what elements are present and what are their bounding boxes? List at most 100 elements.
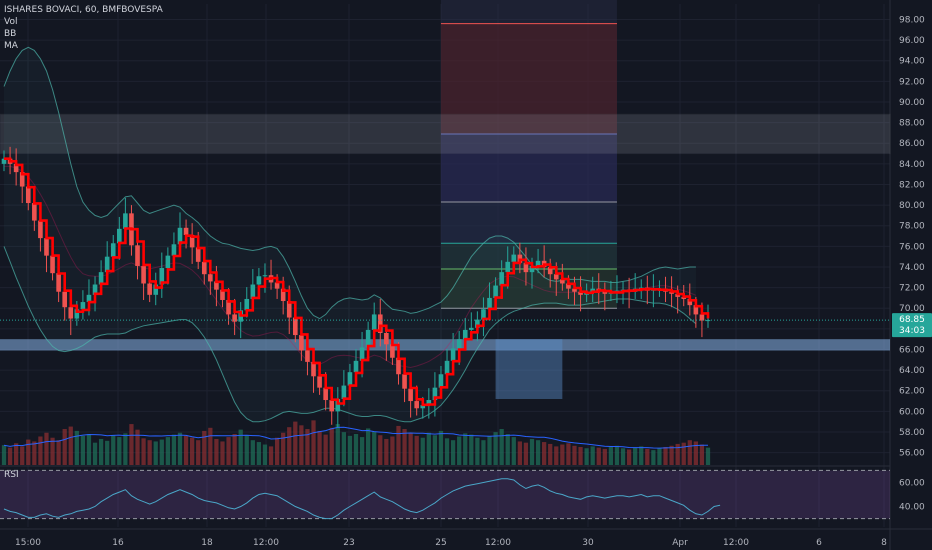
volume-bar [687, 440, 692, 465]
candle [262, 275, 268, 277]
volume-bar [92, 442, 98, 465]
legend-vol[interactable]: Vol [4, 17, 18, 27]
volume-bar [414, 435, 419, 465]
x-axis-tick-label: 15:00 [15, 538, 41, 548]
volume-bar [444, 438, 450, 465]
volume-bar [463, 433, 468, 465]
volume-bar [111, 435, 116, 465]
candle [384, 332, 389, 345]
candle [408, 388, 413, 402]
fib-zone [440, 23, 617, 134]
candle [420, 405, 426, 409]
candle [462, 329, 468, 340]
volume-bar [578, 447, 583, 465]
candle [523, 262, 529, 273]
volume-bar [396, 425, 401, 465]
volume-bar [68, 426, 73, 465]
volume-bar [281, 432, 286, 465]
volume-bar [572, 445, 577, 465]
candle [402, 374, 407, 389]
volume-bar [620, 448, 626, 465]
candle [693, 305, 699, 315]
y-axis-tick-label: 62.00 [899, 387, 925, 397]
chart-legend: ISHARES BOVACI, 60, BMFBOVESPA Vol BB MA [4, 4, 163, 52]
candle [280, 288, 286, 302]
candle [104, 256, 110, 273]
legend-ma[interactable]: MA [4, 41, 18, 51]
candle [553, 274, 559, 280]
candle [274, 282, 280, 289]
candle [456, 339, 462, 349]
volume-bar [347, 435, 353, 465]
volume-bar [329, 427, 334, 465]
volume-bar [123, 433, 128, 465]
volume-bar [548, 443, 553, 465]
volume-bar [523, 442, 529, 465]
candle [432, 387, 438, 401]
candle [687, 298, 693, 306]
candle [62, 291, 67, 308]
candle [141, 265, 146, 284]
candle [135, 245, 140, 266]
volume-bar [542, 442, 547, 465]
rsi-tick-label: 60.00 [899, 478, 925, 488]
volume-bar [202, 430, 207, 465]
candle [699, 314, 705, 321]
volume-bar [450, 440, 456, 465]
volume-bar [117, 437, 122, 465]
volume-bar [141, 438, 146, 465]
volume-bar [299, 425, 304, 465]
candle [469, 327, 474, 330]
candle [347, 372, 353, 386]
y-axis-tick-label: 84.00 [899, 160, 925, 170]
volume-ma-line [3, 426, 709, 449]
volume-bar [408, 433, 413, 465]
candle [335, 398, 341, 412]
y-axis-tick-label: 74.00 [899, 263, 925, 273]
volume-bar [220, 441, 225, 465]
volume-bar [98, 438, 104, 465]
volume-bar [505, 434, 510, 465]
candle [560, 279, 565, 284]
volume-bar [86, 434, 92, 465]
candle [171, 244, 177, 256]
candle [201, 261, 207, 275]
candle [226, 299, 231, 315]
volume-bar [287, 427, 292, 465]
volume-bar [359, 437, 365, 465]
legend-bb[interactable]: BB [4, 29, 17, 39]
volume-bar [517, 441, 522, 465]
volume-bar [366, 428, 371, 465]
volume-bar [232, 434, 237, 465]
candle [110, 243, 116, 257]
position-box [495, 339, 563, 399]
volume-bar [38, 436, 43, 465]
volume-bar [32, 441, 37, 465]
rsi-label[interactable]: RSI [4, 470, 19, 480]
volume-bar [335, 424, 340, 465]
volume-bar [681, 442, 686, 465]
volume-bar [244, 435, 249, 465]
volume-bar [129, 424, 134, 465]
candle [475, 319, 480, 328]
volume-bar [487, 435, 492, 465]
candle [256, 276, 262, 285]
volume-bar [420, 437, 425, 465]
candle [25, 186, 31, 204]
y-axis-tick-label: 72.00 [899, 284, 925, 294]
x-axis-tick-label: 12:00 [723, 538, 749, 548]
volume-bar [651, 450, 656, 465]
volume-bar [14, 443, 19, 465]
volume-bar [554, 446, 559, 465]
volume-bar [693, 441, 698, 465]
volume-bar [80, 435, 86, 465]
rsi-band-fill [0, 470, 890, 519]
volume-bar [663, 447, 668, 465]
candle [547, 266, 553, 275]
volume-bar [135, 429, 140, 465]
volume-bar [165, 437, 170, 465]
candle [177, 227, 183, 245]
candle [50, 255, 55, 274]
candle [165, 255, 171, 269]
